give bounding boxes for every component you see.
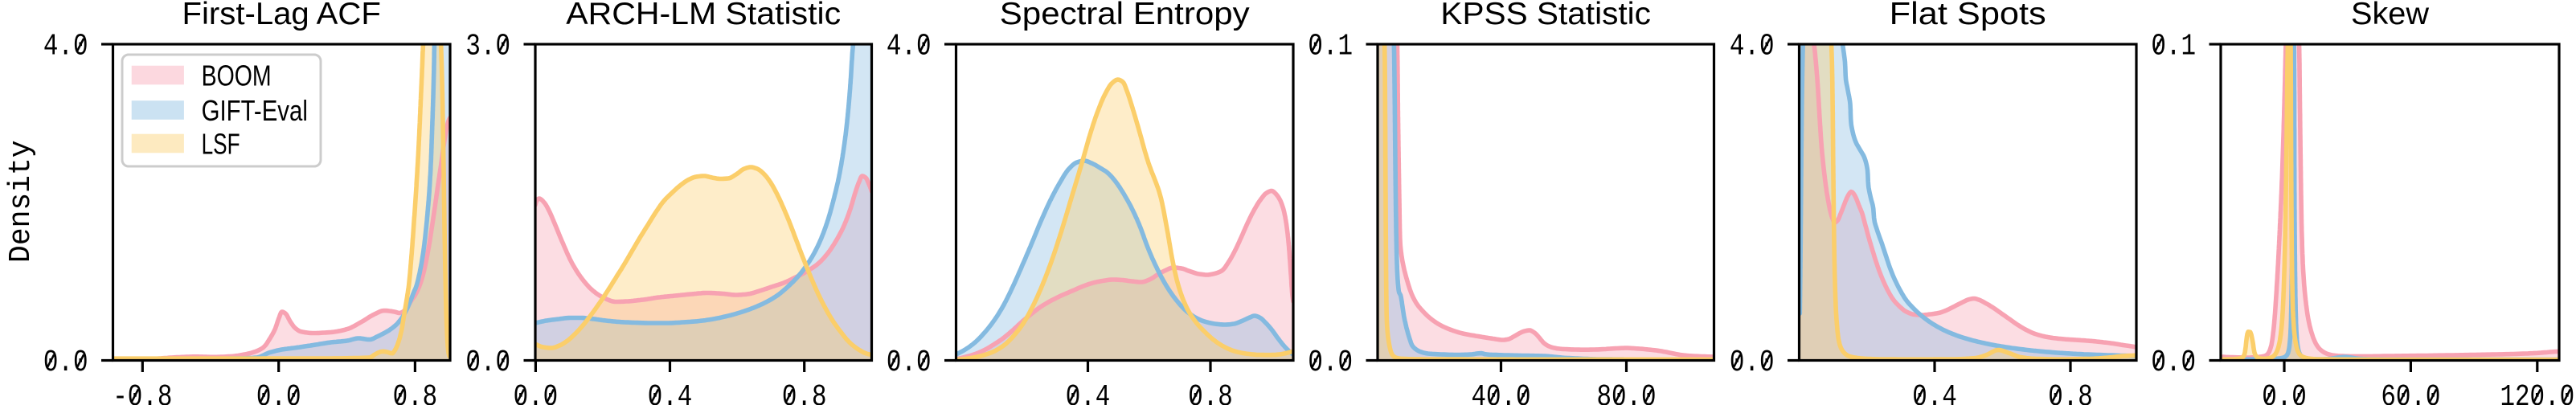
svg-text:0.0: 0.0 bbox=[514, 380, 559, 405]
svg-text:BOOM: BOOM bbox=[202, 59, 272, 92]
svg-text:0.0: 0.0 bbox=[256, 380, 301, 405]
svg-text:0.4: 0.4 bbox=[1066, 380, 1111, 405]
svg-text:0.4: 0.4 bbox=[648, 380, 693, 405]
svg-text:0.4: 0.4 bbox=[1912, 380, 1957, 405]
svg-text:Density: Density bbox=[4, 140, 39, 263]
svg-text:120.0: 120.0 bbox=[2500, 380, 2574, 405]
svg-text:Skew: Skew bbox=[2351, 0, 2430, 31]
svg-text:0.0: 0.0 bbox=[2262, 380, 2307, 405]
svg-text:ARCH-LM Statistic: ARCH-LM Statistic bbox=[566, 0, 841, 31]
svg-text:KPSS Statistic: KPSS Statistic bbox=[1440, 0, 1651, 31]
svg-text:3.0: 3.0 bbox=[465, 30, 510, 64]
svg-text:LSF: LSF bbox=[202, 128, 240, 161]
svg-text:First-Lag ACF: First-Lag ACF bbox=[182, 0, 381, 31]
svg-text:-0.8: -0.8 bbox=[113, 380, 172, 405]
svg-text:4.0: 4.0 bbox=[1730, 30, 1775, 64]
svg-text:60.0: 60.0 bbox=[2381, 380, 2440, 405]
svg-text:Spectral Entropy: Spectral Entropy bbox=[1000, 0, 1250, 31]
svg-text:0.8: 0.8 bbox=[1188, 380, 1233, 405]
svg-text:Flat Spots: Flat Spots bbox=[1890, 0, 2046, 31]
svg-text:80.0: 80.0 bbox=[1596, 380, 1656, 405]
svg-text:4.0: 4.0 bbox=[43, 30, 88, 64]
svg-text:0.8: 0.8 bbox=[393, 380, 438, 405]
svg-text:4.0: 4.0 bbox=[887, 30, 932, 64]
svg-text:40.0: 40.0 bbox=[1471, 380, 1530, 405]
svg-text:GIFT-Eval: GIFT-Eval bbox=[202, 94, 308, 127]
svg-text:0.8: 0.8 bbox=[782, 380, 827, 405]
svg-text:0.8: 0.8 bbox=[2048, 380, 2093, 405]
